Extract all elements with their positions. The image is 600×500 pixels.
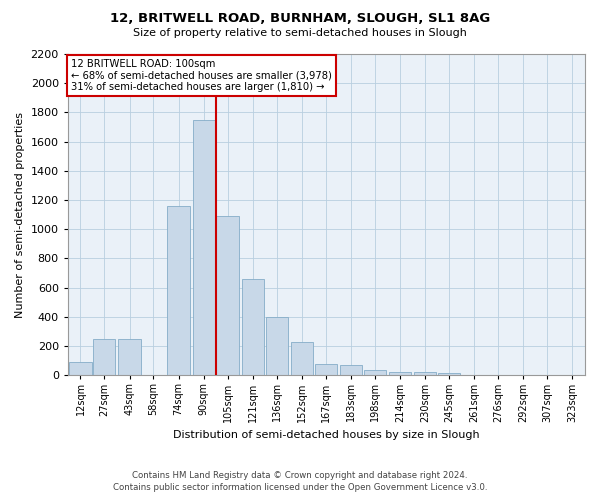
- Text: Contains HM Land Registry data © Crown copyright and database right 2024.
Contai: Contains HM Land Registry data © Crown c…: [113, 471, 487, 492]
- Bar: [167, 206, 190, 376]
- Bar: [389, 372, 411, 376]
- Bar: [93, 339, 115, 376]
- Text: 12 BRITWELL ROAD: 100sqm
← 68% of semi-detached houses are smaller (3,978)
31% o: 12 BRITWELL ROAD: 100sqm ← 68% of semi-d…: [71, 59, 332, 92]
- Bar: [118, 339, 140, 376]
- Bar: [142, 374, 164, 376]
- Text: Size of property relative to semi-detached houses in Slough: Size of property relative to semi-detach…: [133, 28, 467, 38]
- Bar: [242, 279, 264, 376]
- Bar: [463, 374, 485, 376]
- Bar: [217, 216, 239, 376]
- Bar: [193, 120, 215, 376]
- Bar: [364, 370, 386, 376]
- Bar: [266, 317, 287, 376]
- Y-axis label: Number of semi-detached properties: Number of semi-detached properties: [15, 112, 25, 318]
- X-axis label: Distribution of semi-detached houses by size in Slough: Distribution of semi-detached houses by …: [173, 430, 480, 440]
- Bar: [340, 365, 362, 376]
- Bar: [70, 362, 92, 376]
- Bar: [314, 364, 337, 376]
- Bar: [414, 372, 436, 376]
- Bar: [438, 373, 460, 376]
- Text: 12, BRITWELL ROAD, BURNHAM, SLOUGH, SL1 8AG: 12, BRITWELL ROAD, BURNHAM, SLOUGH, SL1 …: [110, 12, 490, 26]
- Bar: [291, 342, 313, 376]
